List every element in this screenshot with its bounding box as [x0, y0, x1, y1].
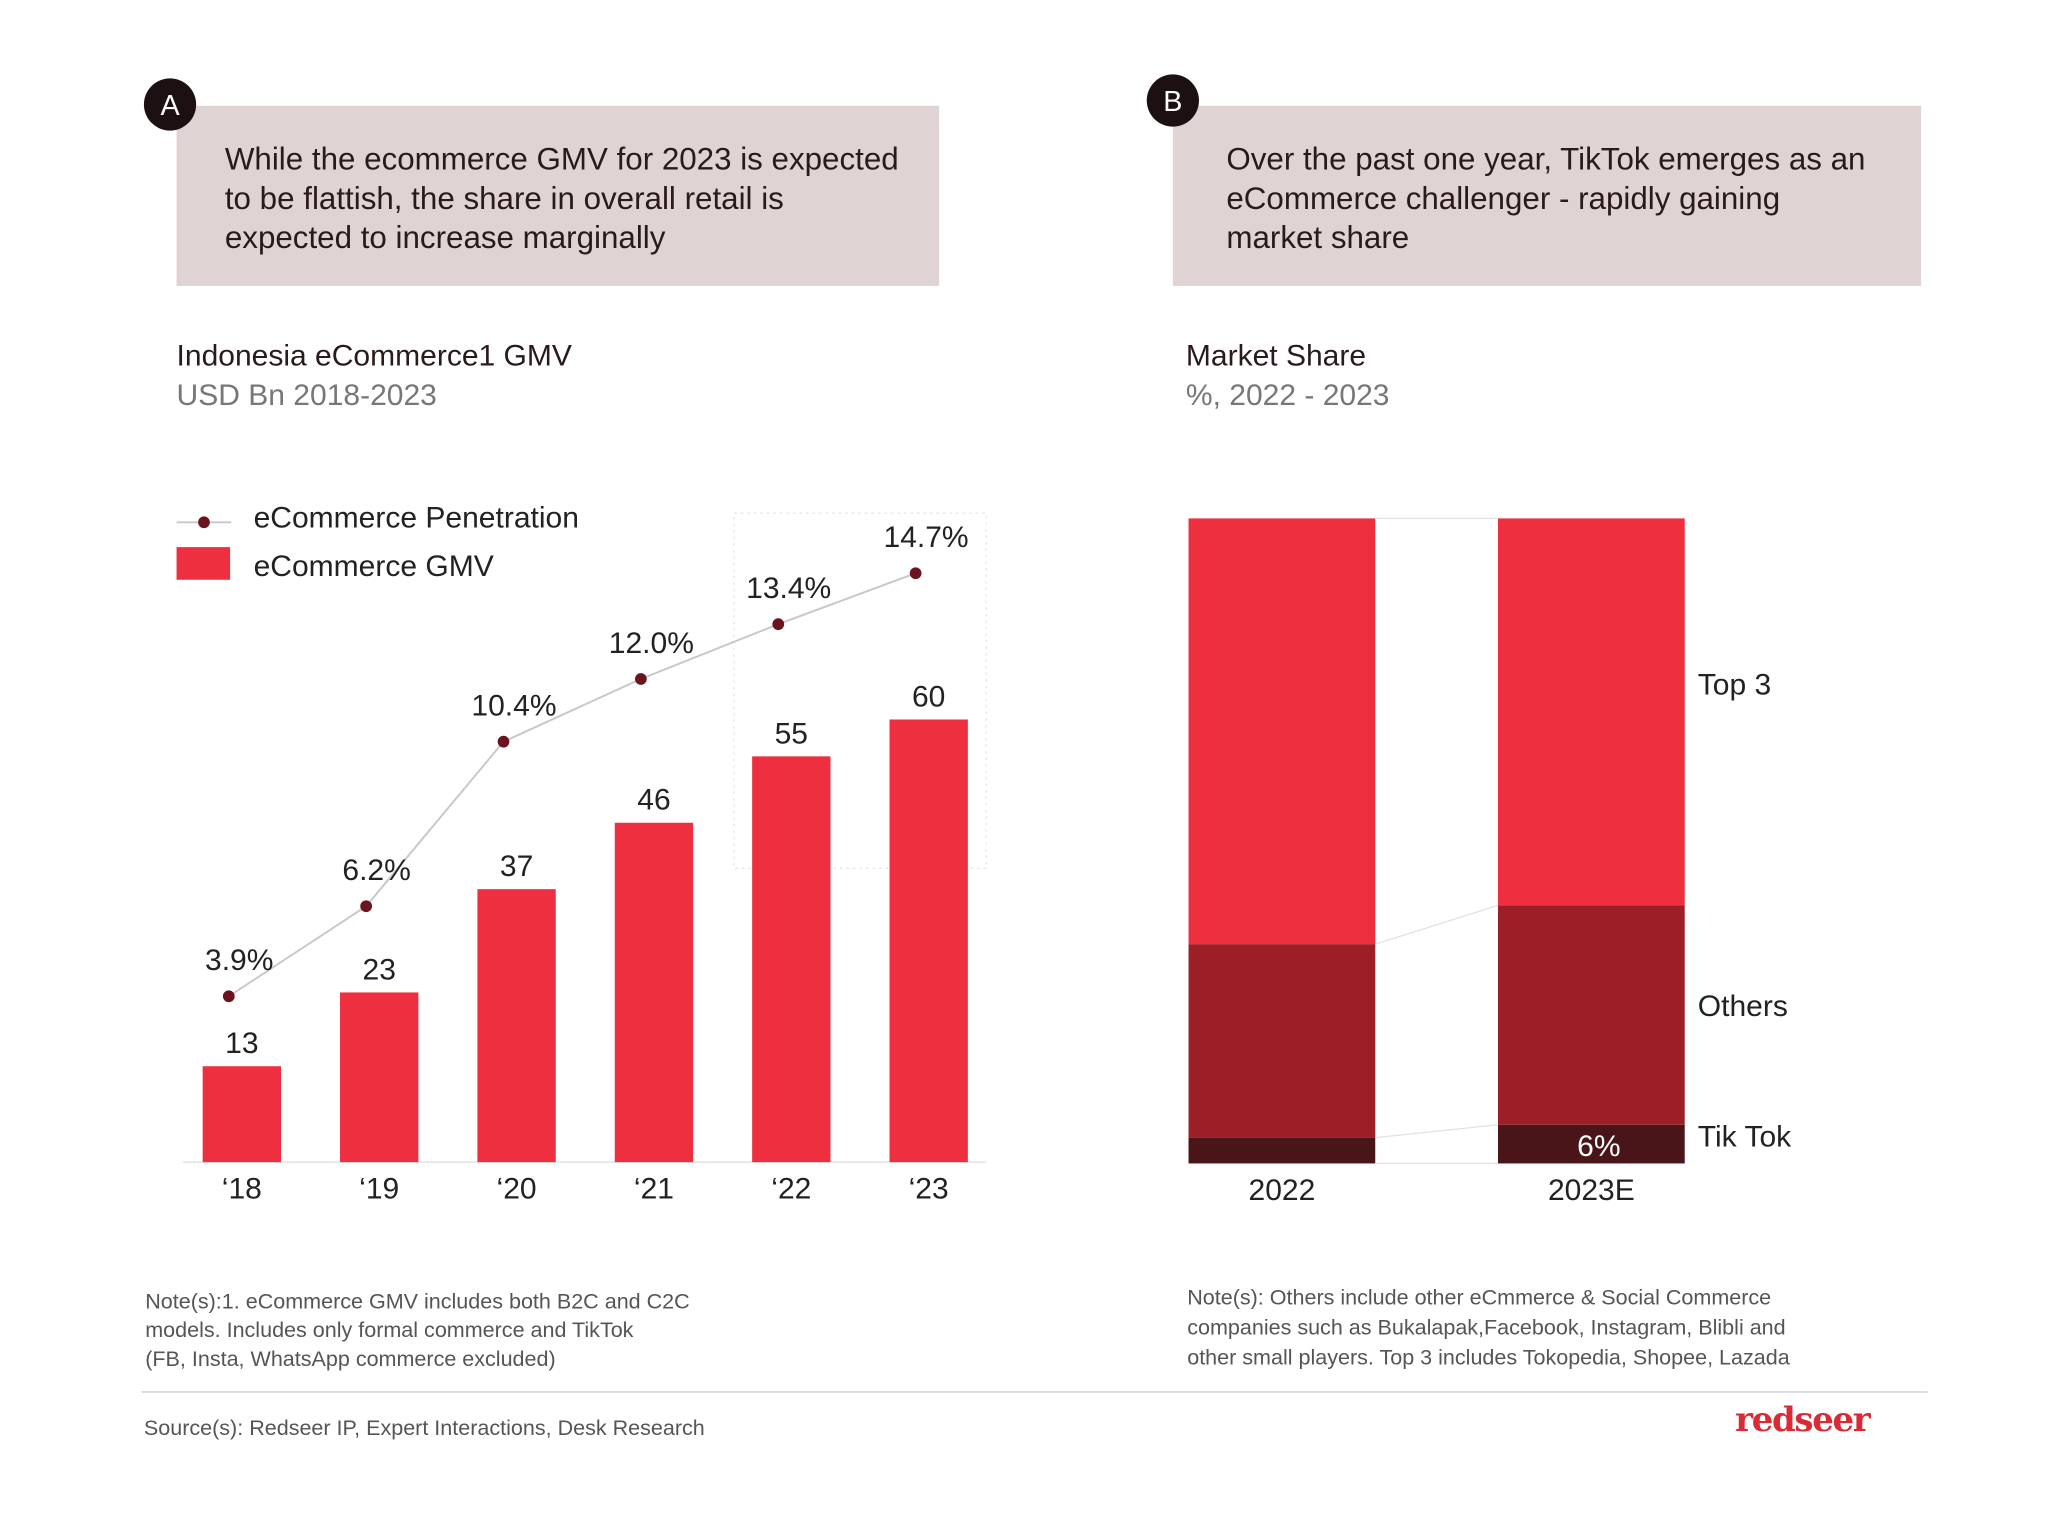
penetration-label: 6.2% — [342, 854, 410, 887]
series-label: Tik Tok — [1698, 1120, 1792, 1153]
x-tick-label: ‘19 — [359, 1173, 399, 1206]
gmv-value-label: 46 — [637, 784, 670, 817]
source-text: Source(s): Redseer IP, Expert Interactio… — [144, 1416, 705, 1440]
share-value-label: 6% — [1577, 1130, 1620, 1163]
gmv-bar — [477, 889, 556, 1163]
penetration-point — [360, 900, 373, 913]
x-tick-label: ‘20 — [497, 1173, 537, 1206]
gmv-value-label: 55 — [775, 717, 808, 750]
legend-gmv: eCommerce GMV — [254, 550, 494, 583]
gmv-bar — [202, 1066, 282, 1163]
gmv-chart: 13 ‘18 23 ‘19 37 ‘20 46 ‘21 55 ‘22 60 ‘23 3.9% 6.2% 10… — [183, 521, 987, 1206]
gmv-value-label: 13 — [225, 1027, 258, 1060]
note-b-line: other small players. Top 3 includes Toko… — [1187, 1346, 1789, 1370]
chart-a-title: Indonesia eCommerce1 GMV — [177, 340, 572, 373]
headline-a-line: expected to increase marginally — [225, 220, 666, 255]
x-tick-label: ‘22 — [771, 1173, 811, 1206]
x-tick-label: ‘18 — [222, 1173, 262, 1206]
gmv-value-label: 37 — [500, 850, 533, 883]
penetration-point — [635, 673, 647, 685]
share-segment-tik-tok — [1188, 1137, 1376, 1164]
gmv-value-label: 23 — [363, 953, 396, 986]
share-segment-top-3 — [1497, 518, 1685, 906]
legend-dot-swatch — [198, 516, 210, 529]
penetration-line — [228, 572, 916, 998]
badge-b — [1146, 74, 1199, 127]
badge-b-label: B — [1163, 86, 1182, 118]
penetration-point — [497, 735, 510, 748]
share-segment-others — [1188, 944, 1376, 1138]
chart-b-title: Market Share — [1186, 340, 1366, 373]
x-tick-label: 2023E — [1548, 1174, 1635, 1207]
gmv-value-label: 60 — [912, 680, 945, 713]
penetration-point — [772, 618, 785, 631]
note-b-line: companies such as Bukalapak,Facebook, In… — [1187, 1315, 1785, 1339]
series-label: Others — [1698, 990, 1788, 1023]
headline-box-b — [1172, 105, 1922, 286]
penetration-label: 13.4% — [746, 572, 831, 605]
penetration-label: 3.9% — [205, 944, 273, 977]
chart-b-subtitle: %, 2022 - 2023 — [1186, 379, 1390, 412]
penetration-label: 10.4% — [471, 690, 556, 723]
note-b-line: Note(s): Others include other eCmmerce &… — [1187, 1285, 1771, 1309]
penetration-point — [222, 990, 235, 1003]
penetration-label: 12.0% — [609, 627, 694, 660]
connector-line — [1375, 904, 1499, 945]
headline-b-line: Over the past one year, TikTok emerges a… — [1226, 142, 1865, 177]
penetration-label: 14.7% — [884, 521, 969, 554]
redseer-logo: redseer — [1735, 1400, 1872, 1440]
note-a-line: models. Includes only formal commerce an… — [145, 1318, 633, 1342]
legend-bar-swatch — [176, 547, 231, 580]
share-segment-others — [1497, 905, 1685, 1125]
highlight-box — [733, 512, 987, 869]
badge-a-label: A — [160, 90, 180, 122]
x-tick-label: 2022 — [1248, 1174, 1315, 1207]
share-segment-top-3 — [1188, 518, 1376, 945]
headline-b-line: eCommerce challenger - rapidly gaining — [1226, 181, 1780, 216]
x-tick-label: ‘23 — [909, 1173, 949, 1206]
headline-b-line: market share — [1226, 220, 1409, 255]
gmv-bar — [889, 719, 968, 1163]
series-label: Top 3 — [1698, 669, 1771, 702]
share-segment-tik-tok — [1497, 1124, 1685, 1164]
gmv-bar — [614, 822, 694, 1163]
headline-a-line: While the ecommerce GMV for 2023 is expe… — [225, 142, 899, 177]
x-tick-label: ‘21 — [634, 1173, 674, 1206]
gmv-bar — [752, 756, 831, 1163]
connector-line — [1375, 1124, 1499, 1139]
penetration-point — [909, 567, 922, 580]
chart-a-subtitle: USD Bn 2018-2023 — [177, 379, 437, 412]
market-share-chart: 2022 6% 2023E Tik Tok Others Top 3 — [1188, 517, 1792, 1207]
legend-penetration: eCommerce Penetration — [254, 502, 579, 535]
gmv-bar — [340, 992, 419, 1163]
headline-a-line: to be flattish, the share in overall ret… — [225, 181, 784, 216]
headline-box-a — [176, 105, 940, 286]
note-a-line: Note(s):1. eCommerce GMV includes both B… — [145, 1289, 689, 1313]
note-a-line: (FB, Insta, WhatsApp commerce excluded) — [145, 1347, 555, 1371]
badge-a — [143, 78, 197, 131]
